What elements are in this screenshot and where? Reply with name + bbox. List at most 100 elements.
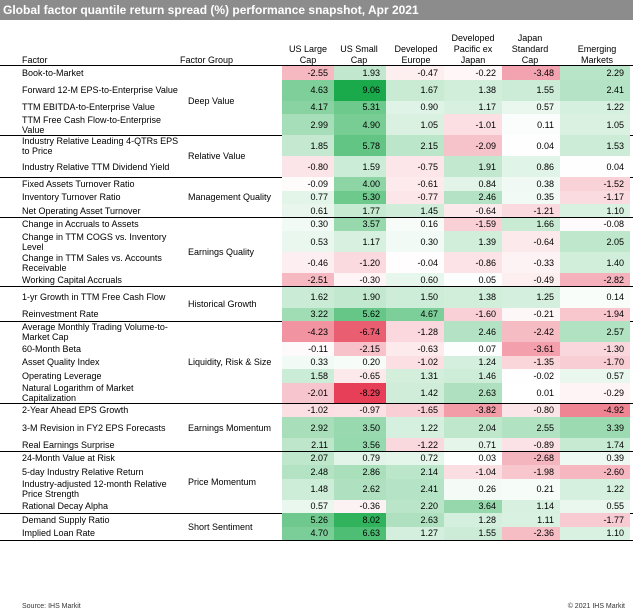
value-cell: 5.30 (334, 190, 386, 204)
factor-label: Average Monthly Trading Volume-to-Market… (22, 321, 168, 342)
value-cell: 0.04 (560, 156, 630, 177)
value-cell: -0.46 (282, 252, 334, 273)
value-cell: 0.77 (282, 190, 334, 204)
factor-label: Implied Loan Rate (22, 528, 96, 539)
factor-label: Inventory Turnover Ratio (22, 192, 121, 203)
factor-group-label: Historical Growth (188, 298, 257, 309)
table-row-reinvestment-rate: Reinvestment Rate 3.22 5.62 4.67 -1.60 -0.21-… (0, 307, 633, 321)
value-cell: -0.80 (502, 403, 560, 417)
value-cell: 4.63 (282, 79, 334, 101)
factor-label: Book-to-Market (22, 67, 84, 78)
value-cell: 2.20 (386, 499, 444, 513)
value-cell: -0.09 (282, 177, 334, 191)
table-row-net-operating-asset-turnover: Net Operating Asset Turnover 0.61 1.77 1.45… (0, 204, 633, 218)
value-cell: 3.39 (560, 417, 630, 438)
value-cell: 2.11 (282, 438, 334, 452)
table-row-ttm-ebitda-to-enterprise-value: TTM EBITDA-to-Enterprise Value 4.17 5.31 0.… (0, 100, 633, 114)
header-divider (0, 65, 633, 66)
value-cell: 2.57 (560, 321, 630, 342)
header-col-5: Emerging Markets (577, 44, 617, 65)
value-cell: -1.21 (502, 204, 560, 218)
table-row-demand-supply-ratio: Demand Supply Ratio 5.26 8.02 2.63 1.28 1.11-… (0, 513, 633, 527)
value-cell: 2.41 (560, 79, 630, 101)
value-cell: 4.70 (282, 526, 334, 540)
table-row-forward-12-m-eps-to-enterprise-value: Forward 12-M EPS-to-Enterprise Value 4.63… (0, 79, 633, 101)
value-cell: 9.06 (334, 79, 386, 101)
factor-label: Industry Relative Leading 4-QTRs EPS to … (22, 135, 179, 156)
value-cell: 1.66 (502, 217, 560, 231)
value-cell: -2.82 (560, 273, 630, 287)
value-cell: -1.01 (444, 114, 502, 135)
value-cell: -1.60 (444, 307, 502, 321)
value-cell: -0.65 (334, 369, 386, 383)
value-cell: 1.55 (502, 79, 560, 101)
value-cell: -1.70 (560, 355, 630, 369)
value-cell: -1.22 (386, 438, 444, 452)
value-cell: 3.50 (334, 417, 386, 438)
value-cell: 2.29 (560, 66, 630, 80)
value-cell: -1.17 (560, 190, 630, 204)
table-row-change-in-accruals-to-assets: Change in Accruals to Assets 0.30 3.57 0.16… (0, 217, 633, 231)
value-cell: 2.14 (386, 465, 444, 479)
value-cell: 2.46 (444, 321, 502, 342)
value-cell: -2.68 (502, 451, 560, 465)
table-row-book-to-market: Book-to-Market -2.55 1.93 -0.47 -0.22 -3.48 2.… (0, 66, 633, 80)
factor-label: Working Capital Accruals (22, 274, 122, 285)
header-col-1: US Small Cap (340, 44, 378, 65)
value-cell: 0.14 (560, 286, 630, 308)
table-row-working-capital-accruals: Working Capital Accruals -2.51 -0.30 0.60 0.… (0, 273, 633, 287)
value-cell: 2.92 (282, 417, 334, 438)
value-cell: 1.17 (444, 100, 502, 114)
value-cell: -1.52 (560, 177, 630, 191)
value-cell: 0.26 (444, 478, 502, 500)
value-cell: 0.79 (334, 451, 386, 465)
value-cell: 1.11 (502, 513, 560, 527)
value-cell: -0.21 (502, 307, 560, 321)
factor-group-label: Management Quality (188, 192, 272, 203)
value-cell: -0.75 (386, 156, 444, 177)
value-cell: 1.91 (444, 156, 502, 177)
factor-label: Net Operating Asset Turnover (22, 205, 141, 216)
value-cell: 0.84 (444, 177, 502, 191)
value-cell: -3.61 (502, 342, 560, 356)
value-cell: 1.38 (444, 286, 502, 308)
value-cell: -2.36 (502, 526, 560, 540)
value-cell: 0.57 (502, 100, 560, 114)
value-cell: 0.86 (502, 156, 560, 177)
value-cell: 1.59 (334, 156, 386, 177)
value-cell: -1.30 (560, 342, 630, 356)
value-cell: 1.22 (560, 100, 630, 114)
value-cell: 1.55 (444, 526, 502, 540)
value-cell: 1.22 (386, 417, 444, 438)
factor-label: Operating Leverage (22, 370, 102, 381)
value-cell: 1.53 (560, 135, 630, 156)
value-cell: -2.01 (282, 382, 334, 404)
value-cell: 0.39 (560, 451, 630, 465)
value-cell: -1.02 (282, 403, 334, 417)
table-row-asset-quality-index: Asset Quality Index 0.33 0.20 -1.02 1.24 -1.3… (0, 355, 633, 369)
table-row-average-monthly-trading-volume-to-market-cap: Average Monthly Trading Volume-to-Market… (0, 321, 633, 342)
value-cell: 1.25 (502, 286, 560, 308)
value-cell: 0.05 (444, 273, 502, 287)
value-cell: -4.23 (282, 321, 334, 342)
value-cell: 6.63 (334, 526, 386, 540)
table-row-fixed-assets-turnover-ratio: Fixed Assets Turnover Ratio -0.09 4.00 -0.6… (0, 177, 633, 191)
value-cell: 4.17 (282, 100, 334, 114)
table-row-2-year-ahead-eps-growth: 2-Year Ahead EPS Growth -1.02 -0.97 -1.65 -3… (0, 403, 633, 417)
value-cell: 0.03 (444, 451, 502, 465)
value-cell: 5.31 (334, 100, 386, 114)
value-cell: 5.26 (282, 513, 334, 527)
factor-group-label: Deep Value (188, 95, 235, 106)
value-cell: 1.39 (444, 231, 502, 252)
value-cell: 1.46 (444, 369, 502, 383)
value-cell: -1.04 (444, 465, 502, 479)
value-cell: 0.38 (502, 177, 560, 191)
value-cell: 1.40 (560, 252, 630, 273)
value-cell: -2.15 (334, 342, 386, 356)
value-cell: 1.77 (334, 204, 386, 218)
value-cell: 0.55 (560, 499, 630, 513)
value-cell: -0.08 (560, 217, 630, 231)
value-cell: -1.35 (502, 355, 560, 369)
header-factor: Factor (22, 55, 48, 65)
value-cell: 2.07 (282, 451, 334, 465)
